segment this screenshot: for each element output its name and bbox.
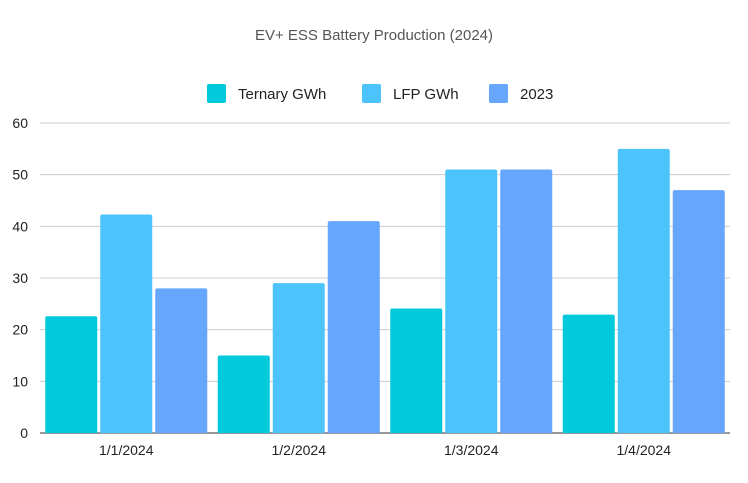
legend-swatch-2 <box>362 84 381 103</box>
bar-lfp-gwh-1 <box>100 214 153 433</box>
bar-ternary-gwh-2 <box>217 355 270 433</box>
legend-label-2: LFP GWh <box>393 86 459 103</box>
y-axis: 0 10 20 30 40 50 60 <box>12 115 28 441</box>
y-tick-label: 30 <box>12 270 28 286</box>
y-tick-label: 10 <box>12 373 28 389</box>
gridlines <box>40 122 730 434</box>
y-tick-label: 50 <box>12 167 28 183</box>
x-axis: 1/1/2024 1/2/2024 1/3/2024 1/4/2024 <box>99 442 671 458</box>
bar-ternary-gwh-1 <box>45 316 98 433</box>
y-tick-label: 0 <box>20 425 28 441</box>
bar-ternary-gwh-4 <box>562 314 615 433</box>
x-tick-label: 1/3/2024 <box>444 442 499 458</box>
bar-2023-4 <box>672 190 725 433</box>
bars <box>45 148 725 434</box>
legend: Ternary GWh LFP GWh 2023 <box>207 84 553 103</box>
x-tick-label: 1/4/2024 <box>617 442 672 458</box>
y-tick-label: 20 <box>12 322 28 338</box>
y-tick-label: 60 <box>12 115 28 131</box>
bar-ternary-gwh-3 <box>390 308 443 433</box>
bar-lfp-gwh-4 <box>617 148 670 434</box>
legend-swatch-1 <box>207 84 226 103</box>
legend-swatch-3 <box>489 84 508 103</box>
bar-lfp-gwh-3 <box>445 169 498 433</box>
x-tick-label: 1/2/2024 <box>272 442 327 458</box>
bar-lfp-gwh-2 <box>272 283 325 433</box>
bar-2023-1 <box>155 288 208 433</box>
bar-2023-3 <box>500 169 553 433</box>
legend-label-3: 2023 <box>520 86 553 103</box>
y-tick-label: 40 <box>12 218 28 234</box>
chart-title: EV+ ESS Battery Production (2024) <box>255 27 493 44</box>
bar-2023-2 <box>327 221 380 433</box>
x-tick-label: 1/1/2024 <box>99 442 154 458</box>
legend-label-1: Ternary GWh <box>238 86 326 103</box>
